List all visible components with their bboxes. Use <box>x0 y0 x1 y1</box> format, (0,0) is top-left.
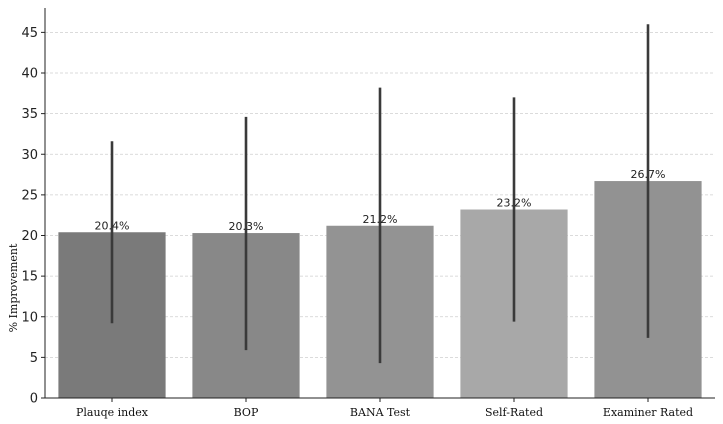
data-label-3: 23.2% <box>497 197 532 210</box>
x-tick-label-0: Plauqe index <box>76 406 149 419</box>
x-tick-label-2: BANA Test <box>350 406 411 419</box>
data-label-4: 26.7% <box>631 168 666 181</box>
y-tick-label-10: 10 <box>21 310 38 325</box>
data-label-2: 21.2% <box>363 213 398 226</box>
y-tick-label-30: 30 <box>21 148 38 163</box>
data-labels: 20.4% 20.3% 21.2% 23.2% 26.7% <box>95 168 666 233</box>
data-label-0: 20.4% <box>95 219 130 232</box>
y-tick-label-5: 5 <box>30 351 38 366</box>
y-tick-label-20: 20 <box>21 229 38 244</box>
y-tick-label-35: 35 <box>21 107 38 122</box>
x-tick-label-3: Self-Rated <box>485 406 543 419</box>
y-tick-label-45: 45 <box>21 26 38 41</box>
data-label-1: 20.3% <box>229 220 264 233</box>
y-tick-label-25: 25 <box>21 188 38 203</box>
x-tick-label-1: BOP <box>234 406 259 419</box>
y-tick-label-15: 15 <box>21 270 38 285</box>
y-tick-label-0: 0 <box>30 392 38 407</box>
y-ticks: 0 5 10 15 20 25 30 35 40 45 <box>21 26 45 407</box>
x-tick-label-4: Examiner Rated <box>603 406 693 419</box>
y-tick-label-40: 40 <box>21 67 38 82</box>
y-axis-label: % Improvement <box>7 243 20 332</box>
x-tick-labels: Plauqe index BOP BANA Test Self-Rated Examin… <box>76 398 693 419</box>
error-bars <box>110 24 650 364</box>
